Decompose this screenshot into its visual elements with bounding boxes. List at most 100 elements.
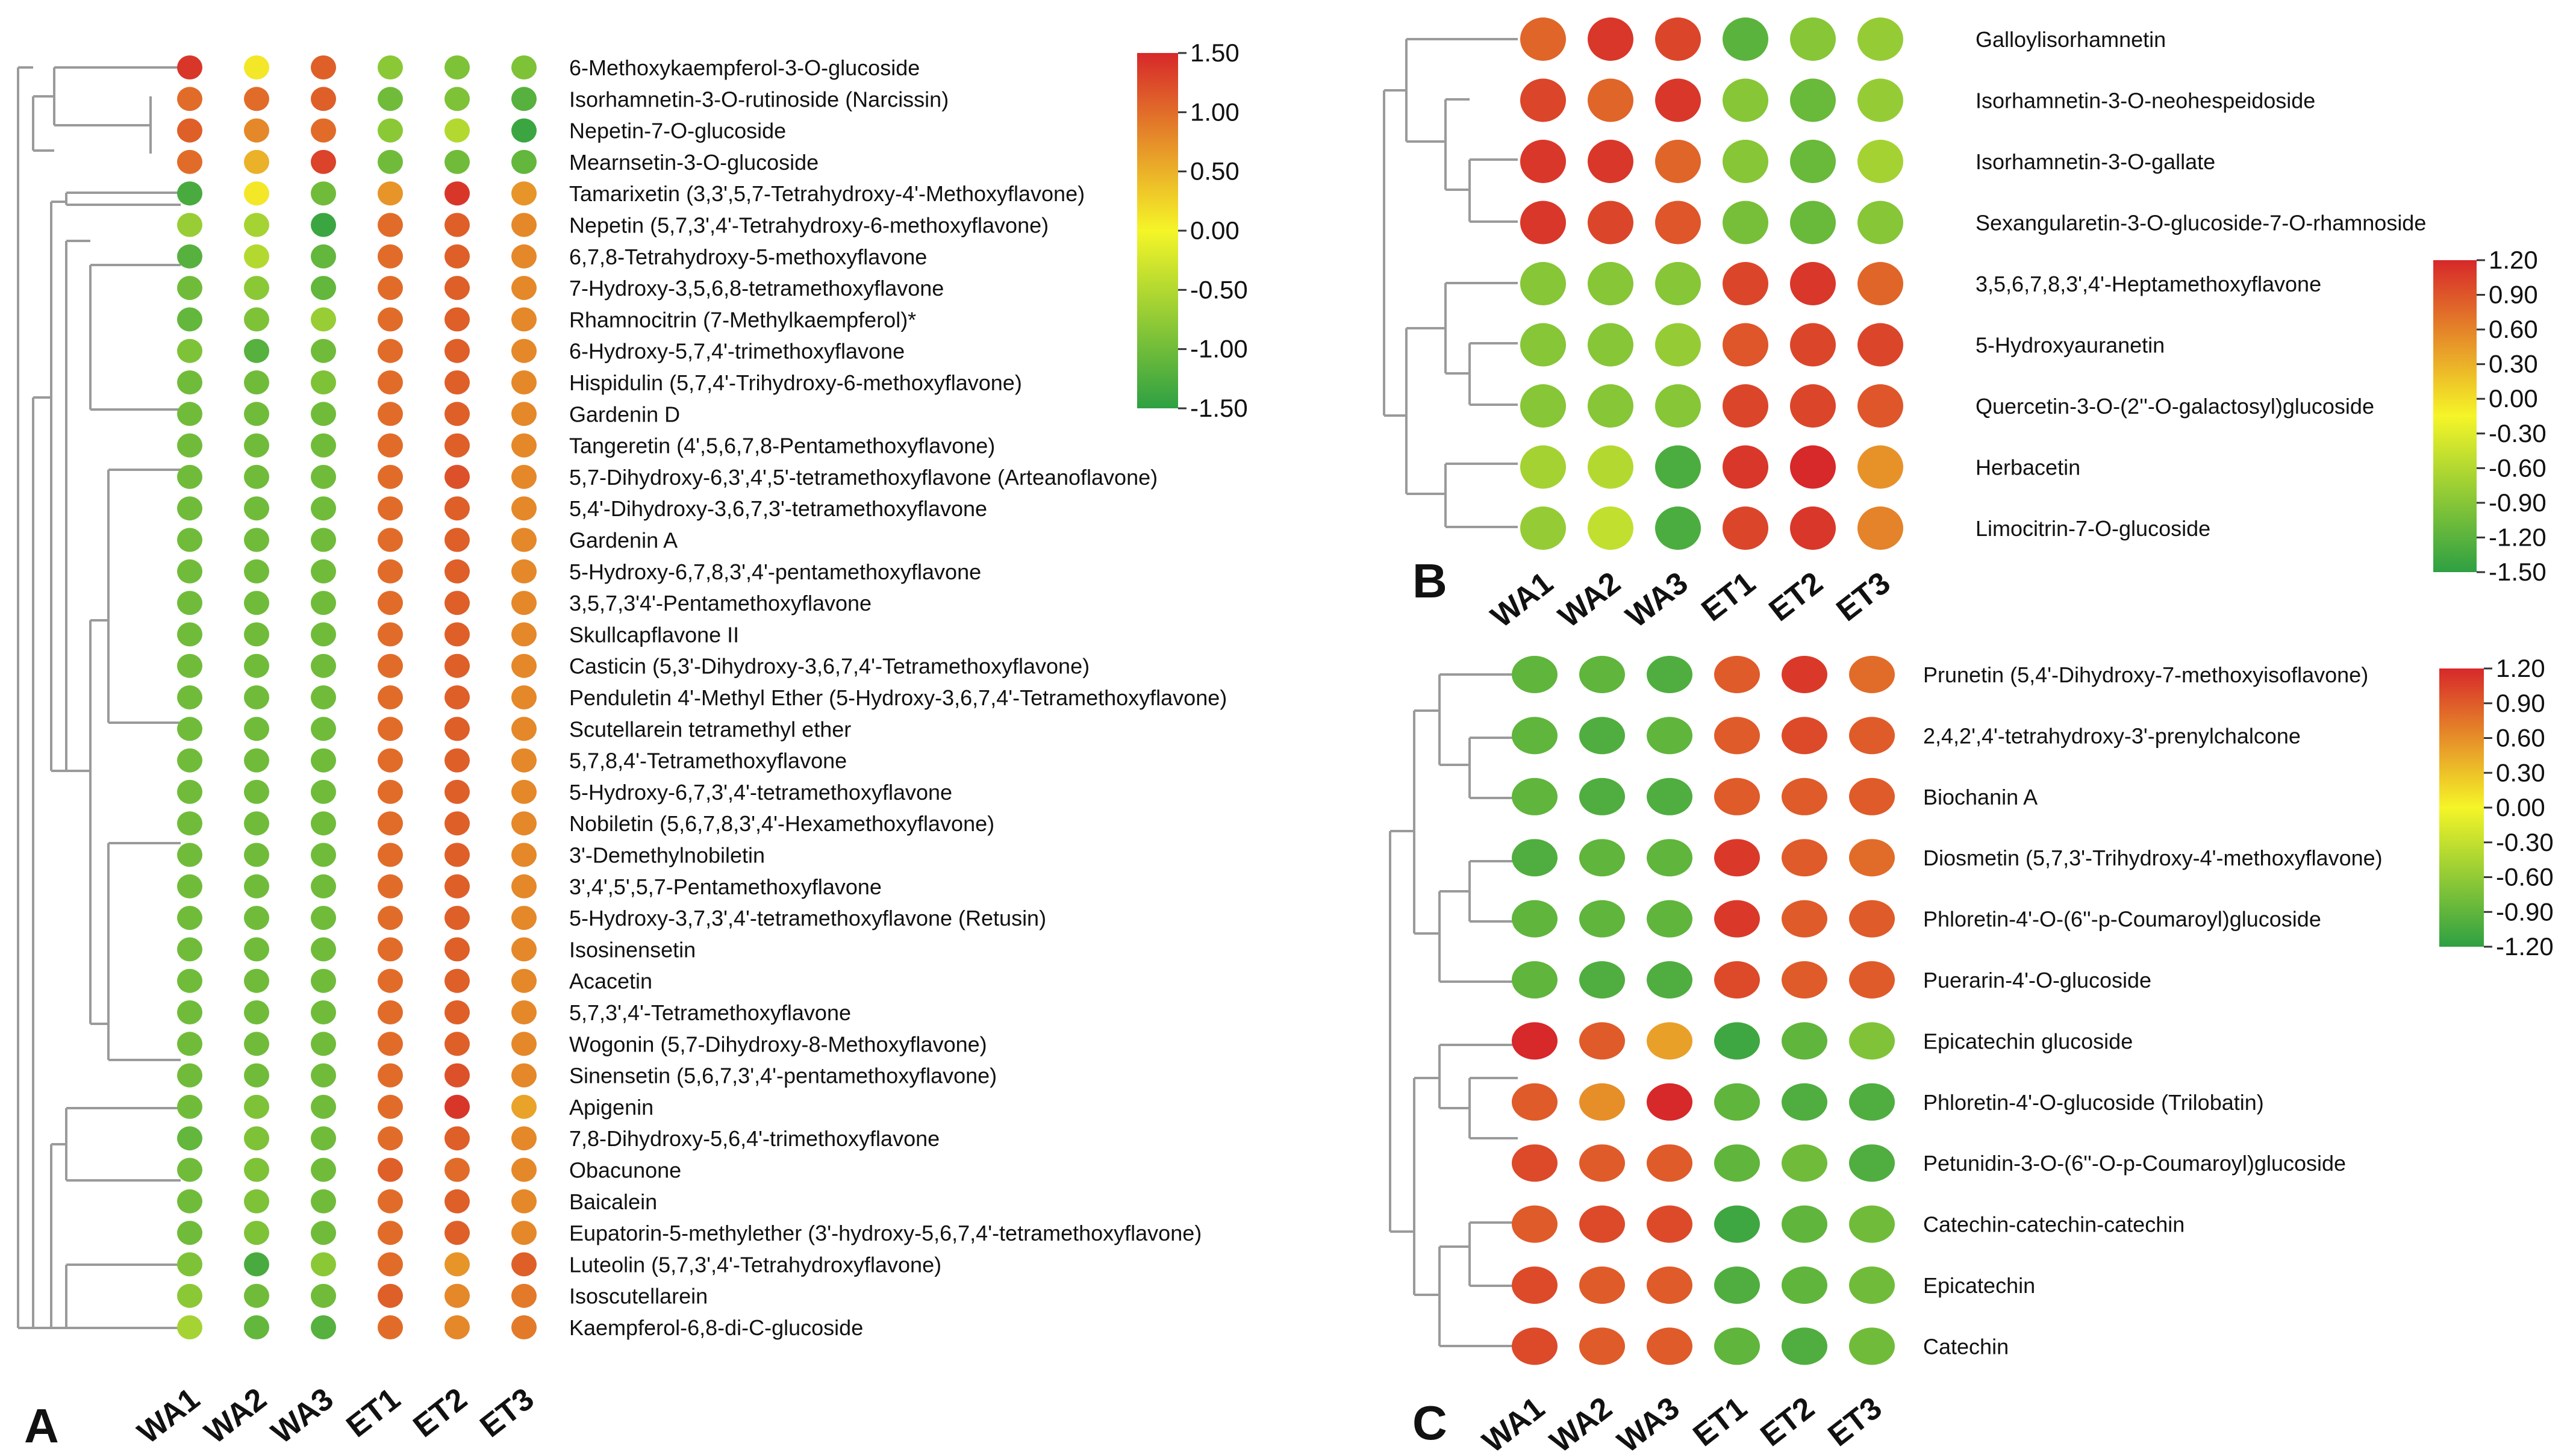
panel-c-color-bar	[2439, 668, 2484, 947]
panel-c-column-label: WA3	[1611, 1391, 1686, 1452]
panel-c-row-dendrogram	[1389, 673, 1518, 1347]
panel-a-cell	[311, 87, 336, 111]
panel-a-cell	[511, 464, 537, 489]
panel-c-cell	[1849, 900, 1895, 938]
panel-c-cell	[1647, 1205, 1692, 1243]
panel-a-cell	[511, 433, 537, 458]
panel-a-cell	[444, 591, 470, 615]
panel-a-cell	[177, 874, 202, 899]
panel-a-row-label: Baicalein	[569, 1189, 657, 1214]
panel-b-cell	[1723, 323, 1768, 367]
panel-b-cell	[1790, 506, 1836, 550]
panel-a-cell	[177, 717, 202, 741]
panel-b-row-dendrogram	[1383, 38, 1518, 528]
panel-a-cell	[511, 87, 537, 111]
panel-c-cell	[1849, 1083, 1895, 1121]
panel-b-column-label: ET1	[1695, 566, 1762, 628]
panel-a-cell	[378, 717, 403, 741]
panel-a-cell	[244, 244, 269, 269]
panel-c-cell	[1782, 1144, 1827, 1182]
panel-a-cell	[177, 1189, 202, 1214]
panel-c-cell	[1849, 1267, 1895, 1304]
panel-a-cell	[378, 748, 403, 773]
panel-b-cell	[1588, 506, 1633, 550]
panel-a-cell	[378, 559, 403, 584]
panel-b-cell	[1857, 384, 1903, 428]
panel-a-cell	[311, 1032, 336, 1056]
panel-a-cell	[311, 685, 336, 709]
panel-a-cell	[378, 779, 403, 804]
panel-a-cell	[177, 181, 202, 206]
panel-a-cell	[378, 1189, 403, 1214]
panel-c-cell	[1512, 777, 1558, 815]
panel-a-cell	[177, 433, 202, 458]
panel-b-cell	[1723, 140, 1768, 183]
panel-a-row-label: 7-Hydroxy-3,5,6,8-tetramethoxyflavone	[569, 276, 944, 301]
panel-c-cell	[1849, 961, 1895, 999]
panel-a-cell	[444, 843, 470, 867]
panel-c-cell	[1782, 656, 1827, 693]
panel-c-cell	[1512, 1083, 1558, 1121]
panel-a-color-bar	[1137, 53, 1178, 408]
panel-a-cell	[511, 1094, 537, 1119]
panel-a-cell	[177, 276, 202, 301]
panel-a-cell	[177, 338, 202, 363]
panel-b-cell	[1857, 323, 1903, 367]
panel-a-row-label: Scutellarein tetramethyl ether	[569, 717, 851, 741]
panel-a-cell	[378, 1221, 403, 1245]
panel-a-cell	[177, 653, 202, 678]
panel-a-cell	[511, 118, 537, 143]
panel-a-cell	[177, 622, 202, 647]
panel-b-cell	[1857, 17, 1903, 61]
panel-a-cell	[311, 717, 336, 741]
panel-b-cell	[1655, 384, 1701, 428]
panel-b-scale-tick-label: -0.90	[2489, 488, 2546, 517]
panel-a-cell	[444, 181, 470, 206]
panel-b-cell	[1790, 140, 1836, 183]
panel-a-row-label: Apigenin	[569, 1095, 653, 1120]
panel-a-cell	[177, 87, 202, 111]
panel-a-color-scale: 1.50 1.00 0.50 0.00 -0.50 -1.00 -1.50	[1137, 39, 1248, 422]
panel-a-cell	[511, 307, 537, 332]
panel-a-cell	[311, 307, 336, 332]
panel-a-cell	[444, 307, 470, 332]
panel-a-cell	[511, 779, 537, 804]
panel-a-cell	[311, 622, 336, 647]
panel-b-scale-tick-label: 0.30	[2489, 350, 2538, 378]
panel-a-cell	[244, 276, 269, 301]
panel-a-cell	[244, 1315, 269, 1339]
panel-b-cell	[1520, 78, 1566, 122]
panel-a-cell	[378, 118, 403, 143]
panel-c-cell	[1849, 1022, 1895, 1060]
panel-a-cell	[177, 843, 202, 867]
panel-a-cell	[244, 433, 269, 458]
panel-c-cell	[1849, 717, 1895, 755]
panel-c-cell	[1714, 777, 1760, 815]
panel-a-cell	[444, 968, 470, 993]
panel-a-cell	[311, 1283, 336, 1308]
panel-b-row-label: Sexangularetin-3-O-glucoside-7-O-rhamnos…	[1976, 211, 2426, 235]
panel-b-cell	[1857, 445, 1903, 489]
panel-a-scale-tick-label: 1.50	[1190, 39, 1240, 67]
panel-b-cell	[1655, 323, 1701, 367]
panel-c-cell	[1647, 1144, 1692, 1182]
panel-c-cell	[1579, 900, 1625, 938]
panel-a-row-label: Nobiletin (5,6,7,8,3',4'-Hexamethoxyflav…	[569, 811, 994, 836]
panel-a-cell	[444, 118, 470, 143]
panel-a-row-label: 6-Methoxykaempferol-3-O-glucoside	[569, 55, 920, 80]
panel-a-cell	[177, 1252, 202, 1277]
panel-a-cell	[444, 1032, 470, 1056]
panel-a-row-label: 3',4',5',5,7-Pentamethoxyflavone	[569, 874, 882, 899]
panel-b-cell	[1723, 384, 1768, 428]
panel-b-cell	[1588, 201, 1633, 245]
panel-b-cell	[1655, 17, 1701, 61]
panel-a-cell	[311, 370, 336, 394]
panel-b-cell	[1588, 78, 1633, 122]
panel-c-column-label: ET3	[1822, 1391, 1889, 1452]
panel-a-cell	[311, 528, 336, 552]
panel-a-cell	[511, 1032, 537, 1056]
panel-b-cell	[1588, 445, 1633, 489]
panel-a-cell	[177, 937, 202, 962]
panel-b-cell	[1520, 140, 1566, 183]
